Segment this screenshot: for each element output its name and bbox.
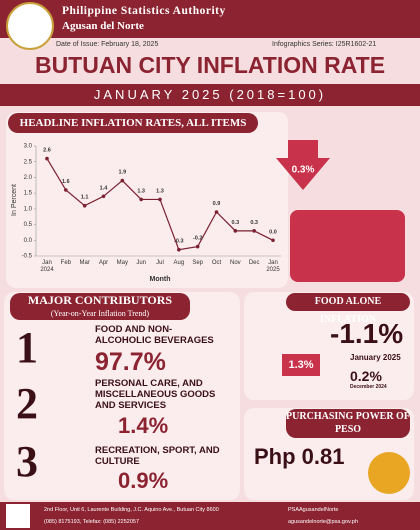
- footer-bar: [0, 502, 420, 530]
- value-label: 1.3: [137, 188, 145, 194]
- value-label: 1.4: [100, 185, 109, 191]
- value-label: 0.0: [269, 229, 277, 235]
- value-label: 1.1: [81, 195, 89, 201]
- phone: (085) 8175193, Telefax: (085) 2252057: [44, 519, 139, 525]
- x-tick-label: Aug: [173, 260, 184, 266]
- point: [252, 229, 256, 233]
- x-tick-label: May: [117, 260, 128, 266]
- value-label: -0.3: [174, 239, 183, 245]
- line: [46, 158, 274, 251]
- y-tick-label: -0.5: [22, 254, 33, 260]
- rank: 3: [16, 437, 38, 486]
- point: [195, 244, 200, 249]
- contributor-label: PERSONAL CARE, AND MISCELLANEOUS GOODS A…: [95, 378, 216, 411]
- address: 2nd Floor, Unit 6, Laurente Building, J.…: [44, 507, 219, 513]
- food-previous-period: December 2024: [350, 384, 387, 390]
- contributor-label: RECREATION, SPORT, AND CULTURE: [95, 445, 220, 467]
- y-axis-label: In Percent: [11, 184, 18, 216]
- subtitle-band: [0, 84, 420, 106]
- point: [233, 229, 238, 233]
- value-label: 0.3: [250, 220, 258, 226]
- y-tick-label: 2.0: [24, 175, 33, 181]
- point: [177, 247, 181, 252]
- x-tick-label: Dec: [249, 260, 260, 266]
- point: [82, 203, 87, 208]
- contributor-share: 97.7%: [95, 348, 166, 376]
- contributors-tab: MAJOR CONTRIBUTORS (Year-on-Year Inflati…: [10, 293, 190, 320]
- value-label: 2.6: [43, 148, 51, 154]
- contributor-label: FOOD AND NON-ALCOHOLIC BEVERAGES: [95, 324, 214, 346]
- point: [120, 178, 125, 183]
- x-tick-label: Apr: [99, 260, 108, 266]
- rank: 2: [16, 379, 38, 428]
- basket: [290, 210, 405, 282]
- x-tick-label: Jan 2025: [266, 260, 280, 273]
- contributors-title: MAJOR CONTRIBUTORS: [27, 293, 173, 307]
- contributor-share: 1.4%: [118, 413, 169, 438]
- x-tick-label: Oct: [212, 260, 222, 266]
- y-tick-label: 0.0: [24, 238, 33, 244]
- peso-title: PURCHASING POWER OF PESO: [286, 409, 410, 438]
- value-label: -0.2: [193, 236, 202, 242]
- series: Infographics Series: I25R1602-21: [272, 41, 377, 48]
- x-tick-label: Nov: [230, 260, 241, 266]
- y-tick-label: 3.0: [24, 144, 33, 150]
- point: [139, 197, 143, 202]
- qr-code: [6, 504, 30, 528]
- point: [214, 210, 219, 214]
- agency: Philippine Statistics Authority: [62, 5, 226, 17]
- logo: [6, 2, 54, 50]
- title: BUTUAN CITY INFLATION RATE: [34, 52, 386, 78]
- x-tick-label: Jun: [136, 260, 146, 266]
- point: [64, 188, 68, 192]
- y-tick-label: 2.5: [24, 159, 33, 165]
- point: [271, 238, 275, 243]
- x-axis-label: Month: [150, 276, 171, 283]
- office: Agusan del Norte: [62, 20, 144, 32]
- food-badge: 1.3%: [282, 354, 320, 376]
- y-tick-label: 0.5: [24, 222, 33, 228]
- contributors-subtitle: (Year-on-Year Inflation Trend): [50, 309, 150, 318]
- chart-title: HEADLINE INFLATION RATES, ALL ITEMS: [8, 113, 258, 133]
- food-current-period: January 2025: [350, 353, 401, 362]
- header-bar: [0, 0, 420, 38]
- point: [45, 156, 49, 161]
- y-tick-label: 1.0: [24, 206, 33, 212]
- subtitle: JANUARY 2025 (2018=100): [93, 87, 327, 102]
- value-label: 0.3: [232, 220, 240, 226]
- contributors-panel: [4, 292, 240, 500]
- contributor-share: 0.9%: [118, 468, 169, 493]
- value-label: 0.9: [213, 201, 221, 207]
- arrow: [276, 140, 330, 190]
- plot: -0.5 0.0 0.5 1.0 1.5 2.0 2.5 3.0 Jan 2024 Feb Mar Ap…: [22, 144, 281, 273]
- x-tick-label: Sep: [192, 260, 203, 266]
- point: [101, 194, 106, 199]
- peso-value: Php 0.81: [254, 444, 345, 469]
- food-current: -1.1%: [330, 318, 404, 349]
- value-label: 1.6: [62, 179, 70, 185]
- food-title: FOOD ALONE INFLATION: [286, 293, 410, 325]
- coin: [368, 452, 410, 494]
- point: [158, 197, 162, 202]
- value-label: 1.3: [156, 188, 164, 194]
- email: agusandelnorte@psa.gov.ph: [288, 519, 359, 525]
- x-tick-label: Feb: [61, 260, 72, 266]
- value-label: 1.9: [119, 170, 127, 176]
- x-tick-label: Jan 2024: [40, 260, 54, 273]
- x-tick-label: Jul: [156, 260, 164, 266]
- highlight-label: 0.3%: [292, 165, 315, 176]
- rank: 1: [16, 323, 38, 372]
- y-tick-label: 1.5: [24, 191, 33, 197]
- food-previous: 0.2%: [350, 368, 382, 384]
- facebook: PSAAgusandelNorte: [288, 507, 339, 513]
- x-tick-label: Mar: [79, 260, 89, 266]
- issue-date: Date of Issue: February 18, 2025: [56, 41, 159, 48]
